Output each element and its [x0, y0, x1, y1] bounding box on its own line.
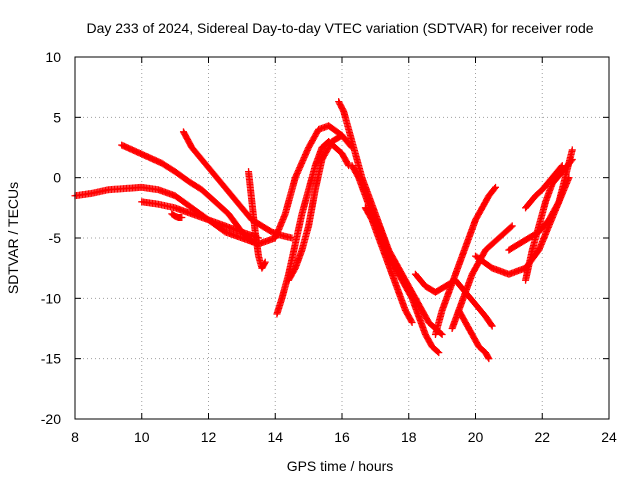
y-tick-labels: -20 -15 -10 -5 0 5 10	[41, 49, 61, 427]
data-point	[435, 349, 443, 357]
x-tick-label: 10	[134, 429, 150, 445]
x-tick-label: 18	[401, 429, 417, 445]
y-tick-label: -20	[41, 411, 61, 427]
series-track-5	[245, 168, 269, 272]
x-tick-label: 12	[201, 429, 217, 445]
series-track-19	[168, 210, 186, 221]
data-point	[261, 258, 269, 266]
series-track-3	[179, 128, 296, 242]
series-track-8	[335, 98, 446, 339]
series-track-14	[455, 306, 493, 363]
y-axis-label: SDTVAR / TECUs	[5, 182, 21, 294]
series-track-9	[348, 162, 443, 357]
y-tick-label: 0	[53, 170, 61, 186]
data-point	[484, 353, 492, 361]
data-point	[408, 318, 416, 326]
x-tick-label: 8	[71, 429, 79, 445]
data-point	[487, 321, 495, 329]
series-track-12	[431, 183, 500, 339]
y-tick-label: 5	[53, 109, 61, 125]
series-track-11	[411, 270, 496, 330]
data-point	[488, 322, 496, 330]
data-point	[491, 185, 499, 193]
y-tick-label: 10	[45, 49, 61, 65]
series-track-17	[522, 156, 576, 284]
series-track-4	[138, 198, 263, 242]
x-tick-label: 14	[267, 429, 283, 445]
data-points	[71, 98, 576, 363]
axis-ticks	[74, 56, 610, 420]
x-axis-label: GPS time / hours	[287, 458, 394, 474]
chart-title: Day 233 of 2024, Sidereal Day-to-day VTE…	[86, 20, 593, 36]
x-tick-label: 20	[468, 429, 484, 445]
series-track-16	[505, 146, 576, 254]
series-track-15	[472, 174, 573, 278]
data-point	[344, 160, 352, 168]
y-tick-label: -15	[41, 351, 61, 367]
series-track-7	[285, 131, 356, 284]
x-tick-label: 24	[601, 429, 617, 445]
series-track-2	[118, 141, 256, 246]
y-tick-label: -10	[41, 290, 61, 306]
x-tick-label: 22	[534, 429, 550, 445]
data-point	[438, 331, 446, 339]
data-point	[434, 348, 442, 356]
data-point	[568, 156, 576, 164]
data-point	[568, 146, 576, 154]
y-tick-label: -5	[49, 230, 62, 246]
data-point	[507, 223, 515, 231]
series-track-6	[273, 137, 353, 318]
data-point	[407, 317, 415, 325]
data-point	[557, 163, 565, 171]
series-track-10	[361, 204, 416, 326]
data-point	[261, 259, 269, 267]
data-point	[492, 183, 500, 191]
series-track-18	[522, 162, 566, 212]
x-tick-labels: 8 10 12 14 16 18 20 22 24	[71, 429, 617, 445]
data-point	[567, 157, 575, 165]
data-point	[178, 213, 186, 221]
data-point	[508, 222, 516, 230]
data-point	[558, 162, 566, 170]
data-point	[485, 355, 493, 363]
x-tick-label: 16	[334, 429, 350, 445]
